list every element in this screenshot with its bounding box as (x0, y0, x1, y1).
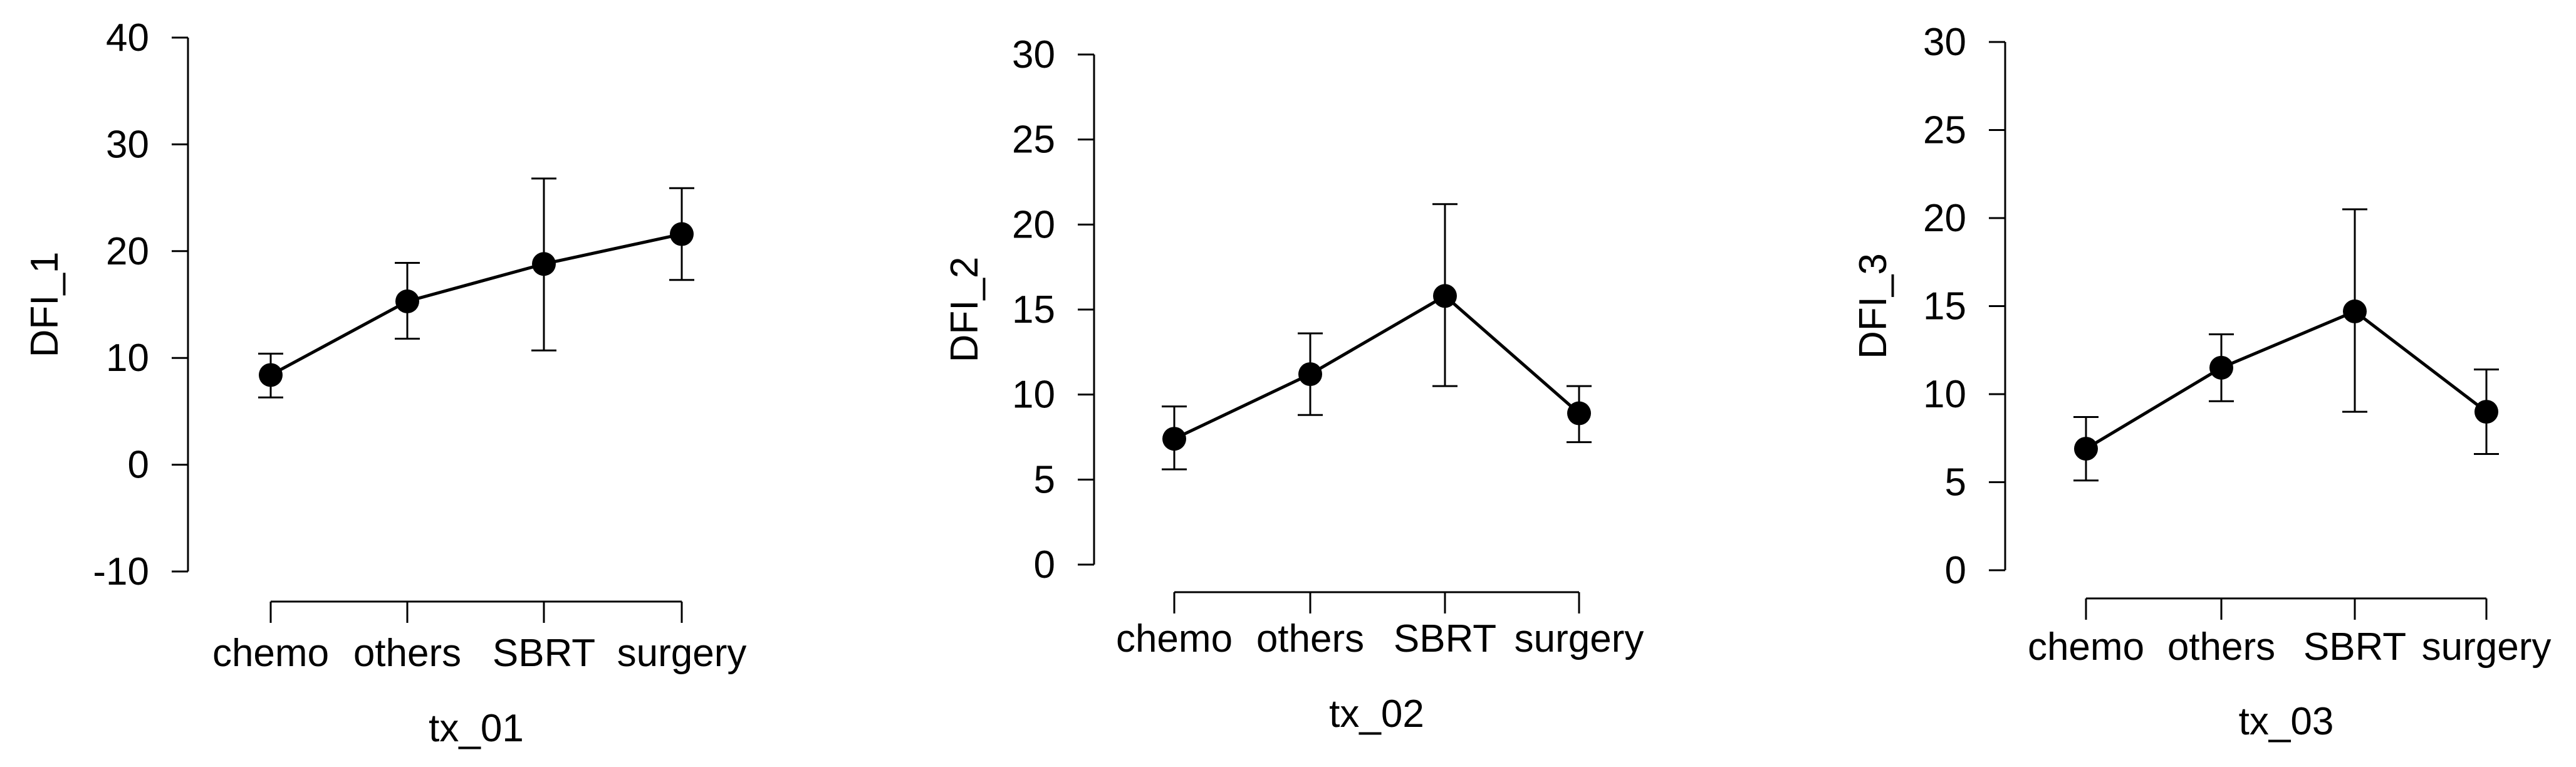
data-point-others (1298, 362, 1322, 387)
y-axis-title: DFI_1 (23, 252, 66, 358)
chart-panel-3: 0 5 10 15 20 25 30 chemo others SBRT surgery tx_03 D… (1852, 21, 2551, 743)
x-tick-label-sbrt: SBRT (1394, 617, 1496, 660)
y-axis-title: DFI_2 (943, 257, 986, 363)
y-tick-label: 10 (1012, 373, 1055, 417)
y-tick-label: 20 (1012, 203, 1055, 246)
x-tick-label-chemo: chemo (1116, 617, 1233, 660)
x-tick-label-surgery: surgery (617, 632, 747, 675)
data-point-surgery (2474, 400, 2498, 424)
x-tick-label-sbrt: SBRT (493, 632, 595, 675)
y-tick-label: 25 (1923, 109, 1966, 152)
y-tick-label: 10 (1923, 373, 1966, 416)
y-tick-label: 5 (1034, 458, 1055, 501)
y-tick-label: 0 (1034, 543, 1055, 587)
series-line (2085, 310, 2488, 451)
y-tick-label: 15 (1012, 288, 1055, 331)
y-tick-label: 0 (1945, 549, 1966, 592)
data-point-sbrt (1433, 284, 1457, 308)
y-tick-label: 0 (128, 444, 149, 487)
data-point-sbrt (532, 252, 556, 276)
y-tick-label: 10 (106, 337, 149, 380)
data-point-chemo (259, 363, 283, 387)
y-tick-label: 5 (1945, 461, 1966, 504)
data-point-chemo (2074, 437, 2098, 461)
data-point-others (2209, 355, 2233, 380)
y-axis-title: DFI_3 (1852, 253, 1895, 359)
y-tick-label: 20 (1923, 197, 1966, 240)
data-point-chemo (1162, 427, 1186, 451)
x-tick-label-others: others (1256, 617, 1364, 660)
y-tick-label: 30 (1012, 33, 1055, 76)
data-point-surgery (670, 222, 694, 246)
x-axis-title: tx_01 (429, 707, 524, 750)
x-axis-title: tx_02 (1329, 692, 1424, 736)
y-tick-label: 15 (1923, 285, 1966, 328)
x-axis-title: tx_03 (2239, 700, 2334, 743)
y-tick-label: 30 (106, 123, 149, 166)
y-tick-label: 25 (1012, 118, 1055, 162)
x-tick-label-others: others (353, 632, 461, 675)
data-point-surgery (1567, 401, 1591, 425)
y-tick-label: 30 (1923, 21, 1966, 64)
data-point-sbrt (2343, 299, 2367, 323)
x-tick-label-chemo: chemo (2028, 625, 2144, 669)
chart-panel-2: 0 5 10 15 20 25 30 chemo others SBRT surgery tx_02 D… (943, 33, 1644, 736)
series-line (1173, 294, 1580, 441)
y-tick-label: -10 (93, 550, 149, 593)
series-line (269, 232, 682, 377)
x-tick-label-chemo: chemo (212, 632, 329, 675)
y-tick-label: 40 (106, 16, 149, 60)
chart-panel-1: -10 0 10 20 30 40 chemo others SBRT surgery tx_01 D… (23, 16, 746, 750)
x-tick-label-surgery: surgery (1515, 617, 1644, 660)
y-tick-label: 20 (106, 230, 149, 273)
x-tick-label-others: others (2167, 625, 2275, 669)
data-point-others (395, 289, 419, 313)
x-tick-label-surgery: surgery (2422, 625, 2552, 669)
x-tick-label-sbrt: SBRT (2303, 625, 2406, 669)
